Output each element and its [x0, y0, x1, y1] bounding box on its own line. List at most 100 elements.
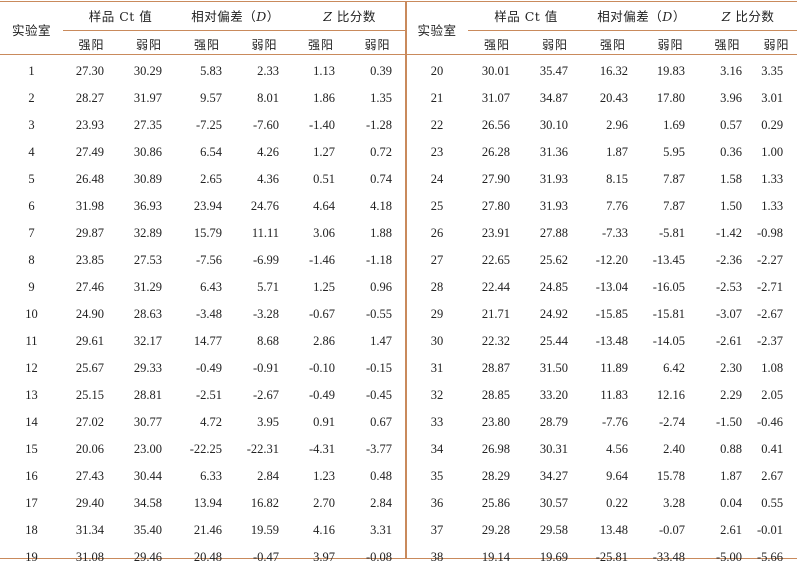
cell-left-dev-weak: 2.84	[257, 469, 280, 483]
table-bottom-rule	[0, 558, 797, 559]
cell-left-z-strong: -0.10	[308, 361, 336, 375]
cell-left-dev-strong: 13.94	[193, 496, 223, 510]
cell-left-dev-weak: 4.36	[257, 172, 280, 186]
cell-right-ct-weak: 30.10	[539, 118, 569, 132]
table-row: 11 29.61 32.17 14.77 8.68 2.86 1.47 30 22.32 25.4…	[0, 328, 797, 355]
cell-left-ct-weak: 27.35	[133, 118, 163, 132]
cell-right-z-weak: 1.33	[761, 199, 784, 213]
cell-left-dev-strong: 14.77	[193, 334, 223, 348]
cell-right-z-strong: -5.00	[716, 550, 743, 564]
cell-left-z-weak: 1.88	[370, 226, 393, 240]
cell-right-ct-strong: 26.56	[481, 118, 511, 132]
cell-left-lab: 3	[28, 118, 35, 132]
cell-left-ct-weak: 30.86	[133, 145, 163, 159]
cell-left-lab: 8	[28, 253, 35, 267]
cell-right-dev-weak: -13.45	[652, 253, 686, 267]
cell-left-z-weak: 1.47	[370, 334, 393, 348]
cell-left-z-weak: 0.96	[370, 280, 393, 294]
cell-left-dev-strong: -3.48	[195, 307, 223, 321]
cell-left-dev-weak: -7.60	[252, 118, 280, 132]
cell-right-z-strong: 0.57	[720, 118, 743, 132]
cell-right-ct-strong: 23.91	[481, 226, 511, 240]
cell-left-lab: 19	[25, 550, 38, 564]
cell-right-z-strong: -2.36	[716, 253, 743, 267]
cell-left-dev-strong: 20.48	[193, 550, 223, 564]
cell-left-ct-strong: 31.08	[75, 550, 104, 564]
cell-left-dev-strong: 15.79	[193, 226, 223, 240]
table-top-rule	[0, 1, 797, 2]
header-dev-right-post: ）	[672, 9, 686, 24]
cell-right-z-weak: -0.01	[757, 523, 784, 537]
cell-left-z-weak: 2.84	[370, 496, 393, 510]
table-row: 9 27.46 31.29 6.43 5.71 1.25 0.96 28 22.44 24.85 -…	[0, 274, 797, 301]
cell-right-z-strong: 2.29	[720, 388, 743, 402]
header-dev-right-var: D	[662, 9, 673, 24]
cell-right-z-strong: 0.88	[720, 442, 743, 456]
cell-right-ct-weak: 33.20	[539, 388, 569, 402]
cell-right-z-strong: 0.04	[720, 496, 743, 510]
cell-right-ct-weak: 30.31	[539, 442, 569, 456]
cell-right-ct-weak: 31.36	[539, 145, 569, 159]
cell-right-ct-weak: 31.93	[539, 199, 569, 213]
cell-left-z-strong: 2.70	[313, 496, 336, 510]
cell-right-ct-strong: 19.14	[481, 550, 511, 564]
cell-right-lab: 37	[430, 523, 444, 537]
cell-left-z-strong: 1.25	[313, 280, 336, 294]
cell-right-lab: 35	[430, 469, 444, 483]
cell-right-ct-weak: 19.69	[539, 550, 569, 564]
cell-right-ct-strong: 26.98	[481, 442, 511, 456]
subheader-ct-strong-right: 强阳	[484, 38, 511, 52]
table-row: 6 31.98 36.93 23.94 24.76 4.64 4.18 25 27.80 31.9…	[0, 193, 797, 220]
cell-left-z-weak: -0.55	[365, 307, 393, 321]
cell-right-lab: 28	[430, 280, 444, 294]
cell-left-lab: 11	[25, 334, 38, 348]
cell-left-dev-strong: 23.94	[193, 199, 223, 213]
cell-right-z-weak: 3.01	[761, 91, 784, 105]
table-row: 8 23.85 27.53 -7.56 -6.99 -1.46 -1.18 27 22.65 25…	[0, 247, 797, 274]
cell-right-lab: 36	[430, 496, 444, 510]
cell-right-ct-strong: 30.01	[481, 64, 511, 78]
cell-left-z-strong: 1.23	[313, 469, 336, 483]
cell-left-lab: 17	[25, 496, 38, 510]
cell-left-ct-strong: 27.46	[75, 280, 104, 294]
header-z-right-label: Z 比分数	[699, 6, 797, 31]
table-row: 1 27.30 30.29 5.83 2.33 1.13 0.39 20 30.01 35.47 1…	[0, 58, 797, 85]
cell-right-ct-strong: 29.28	[481, 523, 511, 537]
header-z-left: Z 比分数	[293, 0, 407, 31]
cell-left-dev-weak: -0.91	[252, 361, 280, 375]
cell-left-dev-strong: 4.72	[200, 415, 223, 429]
cell-left-z-weak: -0.45	[365, 388, 393, 402]
cell-left-dev-strong: 6.43	[200, 280, 223, 294]
table-row: 3 23.93 27.35 -7.25 -7.60 -1.40 -1.28 22 26.56 30…	[0, 112, 797, 139]
cell-right-ct-strong: 27.90	[481, 172, 511, 186]
subheader-ct-strong-left: 强阳	[78, 38, 105, 52]
cell-left-ct-strong: 20.06	[75, 442, 104, 456]
header-dev-left-post: ）	[266, 9, 280, 24]
cell-left-ct-weak: 29.33	[133, 361, 163, 375]
cell-right-z-weak: 3.35	[761, 64, 784, 78]
cell-left-z-strong: 4.64	[313, 199, 336, 213]
cell-right-ct-weak: 31.50	[539, 361, 569, 375]
cell-left-dev-strong: -7.25	[195, 118, 223, 132]
cell-left-z-strong: 0.51	[313, 172, 336, 186]
header-dev-right-pre: 相对偏差（	[597, 9, 663, 24]
cell-left-ct-weak: 32.89	[133, 226, 163, 240]
cell-right-lab: 32	[430, 388, 444, 402]
cell-right-dev-strong: 9.64	[606, 469, 629, 483]
cell-left-ct-weak: 28.81	[133, 388, 163, 402]
cell-left-z-strong: 3.06	[313, 226, 336, 240]
subheader-ct-weak-right: 弱阳	[542, 38, 569, 52]
cell-right-z-strong: -1.50	[716, 415, 743, 429]
cell-left-lab: 5	[28, 172, 35, 186]
cell-left-dev-weak: -6.99	[252, 253, 280, 267]
cell-left-z-strong: 1.13	[313, 64, 336, 78]
cell-right-dev-strong: 4.56	[606, 442, 629, 456]
cell-left-dev-strong: 2.65	[200, 172, 223, 186]
subheader-z-weak-right: 弱阳	[763, 38, 790, 52]
subheader-dev-weak-right: 弱阳	[657, 38, 684, 52]
cell-left-ct-strong: 25.15	[75, 388, 104, 402]
cell-left-lab: 10	[25, 307, 38, 321]
cell-left-dev-strong: -2.51	[195, 388, 223, 402]
cell-left-ct-strong: 25.67	[75, 361, 104, 375]
cell-left-ct-weak: 32.17	[133, 334, 163, 348]
